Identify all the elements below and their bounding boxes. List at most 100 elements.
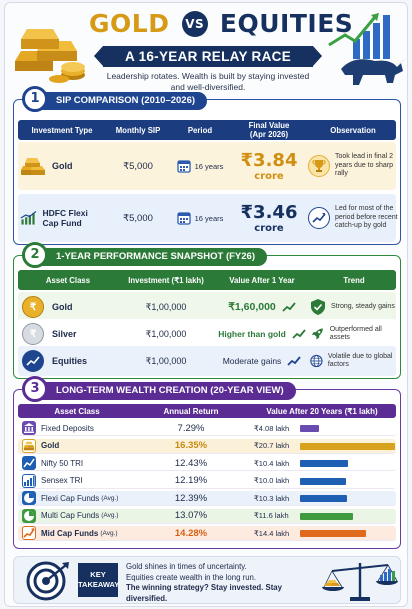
asset-name: Multi Cap Funds bbox=[41, 511, 100, 520]
table-row: Multi Cap Funds (Avg.) 13.07% ₹11.6 lakh bbox=[18, 508, 396, 524]
final-value: ₹14.4 lakh bbox=[254, 528, 290, 538]
gold-bars-icon bbox=[15, 29, 85, 83]
bar-chart-icon bbox=[22, 473, 36, 488]
growth-arrow-icon bbox=[22, 526, 36, 540]
final-value: ₹10.4 lakh bbox=[254, 458, 290, 468]
calendar-icon bbox=[176, 212, 191, 225]
asset-name: Sensex TRI bbox=[41, 476, 83, 485]
gold-bars-icon bbox=[22, 438, 36, 453]
title-equities: EQUITIES bbox=[219, 9, 354, 38]
globe-icon bbox=[310, 354, 323, 368]
trend-up-icon bbox=[292, 329, 306, 339]
column-header: Annual Return bbox=[163, 406, 219, 416]
table-row: Gold 16.35% ₹20.7 lakh bbox=[18, 438, 396, 454]
rocket-icon bbox=[311, 328, 323, 340]
table-row: Nifty 50 TRI 12.43% ₹10.4 lakh bbox=[18, 456, 396, 471]
shield-check-icon bbox=[311, 299, 325, 315]
annual-return: 16.35% bbox=[174, 440, 208, 451]
value-bar bbox=[300, 460, 348, 467]
sip-comparison-section: 1 SIP COMPARISON (2010–2026) Investment … bbox=[13, 86, 401, 245]
asset-name: Fixed Deposits bbox=[41, 423, 94, 433]
table-row: Sensex TRI 12.19% ₹10.0 lakh bbox=[18, 473, 396, 489]
calendar-icon bbox=[176, 160, 191, 173]
final-value: ₹10.0 lakh bbox=[254, 476, 290, 485]
vs-badge: VS bbox=[181, 11, 208, 37]
value-bar bbox=[300, 442, 395, 450]
final-value: ₹20.7 lakh bbox=[254, 441, 290, 450]
title-gold: GOLD bbox=[89, 9, 170, 38]
asset-suffix: (Avg.) bbox=[101, 512, 119, 519]
value-bar bbox=[300, 530, 366, 537]
bull-chart-icon bbox=[328, 13, 406, 85]
asset-name: Flexi Cap Funds bbox=[41, 493, 100, 503]
table-row: Mid Cap Funds (Avg.) 14.28% ₹14.4 lakh bbox=[18, 526, 396, 541]
final-value: ₹4.08 lakh bbox=[254, 423, 290, 433]
column-header: Final Value (Apr 2026) bbox=[248, 121, 290, 139]
pie-chart-icon bbox=[22, 508, 36, 523]
trend-up-icon bbox=[308, 207, 330, 229]
section-number: 2 bbox=[22, 242, 48, 268]
value-bar bbox=[300, 512, 353, 520]
table-row: ₹ Silver ₹1,00,000 Higher than gold Outp… bbox=[18, 319, 396, 349]
column-header: Value After 20 Years (₹1 lakh) bbox=[266, 406, 378, 416]
table-row: Equities ₹1,00,000 Moderate gains Volati… bbox=[18, 346, 396, 376]
annual-return: 12.19% bbox=[174, 475, 208, 486]
takeaway-text: Gold shines in times of uncertainty. Equ… bbox=[126, 562, 282, 603]
takeaway-label: KEY TAKEAWAY bbox=[78, 563, 119, 597]
annual-return: 12.39% bbox=[174, 492, 208, 504]
annual-return: 12.43% bbox=[174, 457, 208, 469]
asset-suffix: (Avg.) bbox=[101, 494, 119, 502]
final-value: ₹11.6 lakh bbox=[254, 511, 289, 520]
performance-snapshot-section: 2 1-YEAR PERFORMANCE SNAPSHOT (FY26) Ass… bbox=[13, 242, 401, 379]
subtitle-banner: A 16-YEAR RELAY RACE bbox=[94, 46, 322, 67]
asset-name: Nifty 50 TRI bbox=[41, 458, 84, 468]
column-header: Asset Class bbox=[54, 406, 100, 416]
bank-icon bbox=[22, 421, 36, 435]
balance-scale-icon bbox=[322, 563, 398, 601]
wealth-creation-section: 3 LONG-TERM WEALTH CREATION (20-YEAR VIE… bbox=[13, 376, 401, 549]
annual-return: 7.29% bbox=[177, 422, 205, 434]
column-header: Investment (₹1 lakh) bbox=[128, 275, 204, 285]
trend-up-icon bbox=[287, 356, 301, 366]
column-header: Observation bbox=[330, 125, 376, 135]
gold-bars-icon bbox=[21, 158, 45, 175]
table-header: Asset Class Annual Return Value After 20… bbox=[18, 404, 396, 418]
line-chart-icon bbox=[22, 456, 36, 470]
header: GOLD VS EQUITIES A 16-YEAR RELAY RACE Le… bbox=[5, 3, 407, 99]
section-heading: 3 LONG-TERM WEALTH CREATION (20-YEAR VIE… bbox=[22, 376, 296, 402]
section-heading: 2 1-YEAR PERFORMANCE SNAPSHOT (FY26) bbox=[22, 242, 267, 268]
value-bar bbox=[300, 477, 346, 485]
pie-chart-icon bbox=[22, 491, 36, 505]
asset-name: Mid Cap Funds bbox=[41, 528, 99, 538]
final-value: ₹10.3 lakh bbox=[254, 493, 290, 503]
table-row: ₹ Gold ₹1,00,000 ₹1,60,000 Strong, stead… bbox=[18, 292, 396, 322]
annual-return: 13.07% bbox=[174, 510, 208, 521]
silver-coin-icon: ₹ bbox=[22, 323, 44, 345]
section-number: 1 bbox=[22, 86, 48, 112]
target-icon bbox=[26, 561, 69, 601]
table-header: Asset Class Investment (₹1 lakh) Value A… bbox=[18, 270, 396, 290]
section-number: 3 bbox=[22, 376, 48, 402]
trophy-icon bbox=[308, 155, 330, 177]
column-header: Monthly SIP bbox=[115, 125, 161, 135]
table-header: Investment Type Monthly SIP Period Final… bbox=[18, 120, 396, 140]
column-header: Investment Type bbox=[31, 125, 93, 135]
key-takeaway-panel: KEY TAKEAWAY Gold shines in times of unc… bbox=[13, 556, 401, 604]
column-header: Value After 1 Year bbox=[229, 275, 295, 285]
gold-coin-icon: ₹ bbox=[22, 296, 44, 318]
growth-chart-icon bbox=[20, 210, 37, 225]
value-bar bbox=[300, 495, 347, 502]
trend-up-icon bbox=[282, 302, 296, 312]
asset-name: Gold bbox=[41, 441, 60, 450]
column-header: Trend bbox=[343, 275, 365, 285]
asset-suffix: (Avg.) bbox=[100, 529, 118, 537]
header-tagline: Leadership rotates. Wealth is built by s… bbox=[106, 71, 310, 92]
column-header: Period bbox=[187, 125, 213, 135]
column-header: Asset Class bbox=[45, 275, 91, 285]
infographic: GOLD VS EQUITIES A 16-YEAR RELAY RACE Le… bbox=[4, 2, 408, 607]
table-row: Gold ₹5,000 16 years ₹3.84 crore Took le… bbox=[18, 142, 396, 190]
section-heading: 1 SIP COMPARISON (2010–2026) bbox=[22, 86, 208, 112]
table-row: Fixed Deposits 7.29% ₹4.08 lakh bbox=[18, 421, 396, 436]
table-row: Flexi Cap Funds (Avg.) 12.39% ₹10.3 lakh bbox=[18, 491, 396, 506]
equity-chart-icon bbox=[22, 350, 44, 372]
